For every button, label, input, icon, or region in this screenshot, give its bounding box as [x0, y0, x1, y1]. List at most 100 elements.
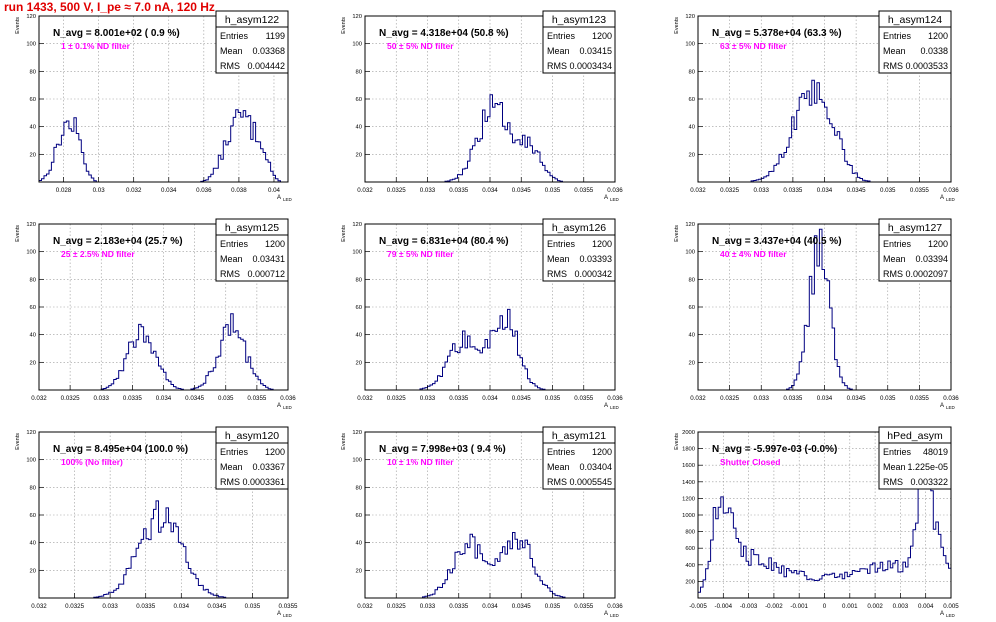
x-tick-label: 0.032	[31, 395, 47, 402]
stats-value-rms: 0.0002097	[905, 269, 948, 279]
stats-value-entries: 1200	[928, 31, 948, 41]
stats-key-rms: RMS	[883, 269, 903, 279]
stats-value-rms: 0.0005545	[569, 477, 612, 487]
stats-value-mean: 0.03404	[579, 462, 612, 472]
x-tick-label: 0.004	[918, 603, 934, 610]
x-tick-label: -0.005	[689, 603, 707, 610]
histogram-panel: 0.032 0.0325 0.033 0.0335 0.034 0.0345 0.035 0.…	[15, 218, 296, 410]
stats-key-entries: Entries	[883, 239, 912, 249]
x-tick-label: 0.035	[545, 187, 561, 194]
x-tick-label: 0.034	[817, 395, 833, 402]
stats-key-entries: Entries	[220, 239, 249, 249]
x-axis-label: A	[277, 611, 281, 617]
y-tick-label: 80	[356, 277, 362, 283]
x-tick-label: 0.0335	[449, 395, 468, 402]
stats-value-mean: 0.03415	[579, 46, 612, 56]
x-tick-label: 0.033	[420, 395, 436, 402]
x-tick-label: 0.0335	[783, 187, 802, 194]
stats-value-entries: 1200	[928, 239, 948, 249]
x-tick-label: 0.032	[357, 395, 373, 402]
histogram-name: h_asym126	[552, 222, 606, 234]
stats-value-rms: 0.003322	[910, 477, 948, 487]
x-tick-label: 0	[823, 603, 827, 610]
stats-key-entries: Entries	[547, 239, 576, 249]
x-tick-label: 0.033	[420, 603, 436, 610]
histogram-line	[39, 500, 288, 599]
x-tick-label: 0.002	[867, 603, 883, 610]
x-tick-label: -0.002	[765, 603, 783, 610]
x-tick-label: 0.04	[268, 187, 281, 194]
y-tick-label: 40	[30, 333, 36, 339]
x-tick-label: 0.033	[94, 395, 110, 402]
y-tick-label: 600	[685, 546, 695, 552]
histogram-line	[365, 94, 615, 183]
y-tick-label: 80	[30, 277, 36, 283]
filter-label: 50 ± 5% ND filter	[387, 41, 454, 51]
x-tick-label: 0.034	[156, 395, 172, 402]
x-tick-label: 0.0325	[387, 187, 406, 194]
stats-key-rms: RMS	[547, 477, 567, 487]
x-tick-label: 0.0355	[910, 187, 929, 194]
y-tick-label: 400	[685, 563, 695, 569]
y-axis-label: Events	[15, 225, 21, 242]
y-tick-label: 60	[30, 97, 36, 103]
x-tick-label: 0.0325	[720, 187, 739, 194]
stats-value-mean: 0.03394	[915, 254, 948, 264]
stats-box	[215, 218, 289, 282]
x-tick-label: 0.033	[754, 395, 770, 402]
x-tick-label: 0.0345	[512, 603, 531, 610]
x-tick-label: 0.0325	[720, 395, 739, 402]
x-tick-label: 0.0335	[783, 395, 802, 402]
stats-value-entries: 1200	[592, 239, 612, 249]
y-tick-label: 100	[26, 42, 36, 48]
navg-label: N_avg = 5.378e+04 (63.3 %)	[712, 28, 842, 39]
y-tick-label: 100	[352, 458, 362, 464]
histogram-name: h_asym122	[225, 14, 279, 26]
x-tick-label: 0.036	[943, 395, 959, 402]
histogram-panel: 0.028 0.03 0.032 0.034 0.036 0.038 0.04 20 40 60 8…	[15, 10, 293, 202]
navg-label: N_avg = 4.318e+04 (50.8 %)	[379, 28, 509, 39]
stats-key-mean: Mean	[547, 462, 570, 472]
y-axis-label: Events	[674, 433, 680, 450]
y-tick-label: 20	[356, 152, 362, 158]
x-tick-label: 0.0355	[574, 187, 593, 194]
x-tick-label: 0.036	[607, 395, 623, 402]
x-axis-label-sub: LED	[610, 405, 620, 410]
navg-label: N_avg = 8.495e+04 (100.0 %)	[53, 444, 188, 455]
x-axis-label: A	[940, 403, 944, 409]
y-tick-label: 40	[30, 541, 36, 547]
y-tick-label: 20	[689, 360, 695, 366]
y-axis-label: Events	[15, 433, 21, 450]
stats-box	[878, 426, 952, 490]
filter-label: 25 ± 2.5% ND filter	[61, 249, 135, 259]
stats-key-mean: Mean	[547, 46, 570, 56]
y-tick-label: 120	[26, 430, 36, 436]
stats-key-rms: RMS	[220, 477, 240, 487]
stats-value-mean: 0.03368	[252, 46, 285, 56]
y-tick-label: 120	[352, 222, 362, 228]
x-tick-label: 0.0335	[449, 187, 468, 194]
x-tick-label: 0.03	[93, 187, 106, 194]
x-tick-label: 0.0325	[61, 395, 80, 402]
x-tick-label: 0.0355	[247, 395, 266, 402]
x-tick-label: 0.0355	[279, 603, 298, 610]
stats-key-entries: Entries	[220, 447, 249, 457]
stats-value-mean: 1.225e-05	[907, 462, 948, 472]
stats-key-mean: Mean	[883, 462, 906, 472]
navg-label: N_avg = 6.831e+04 (80.4 %)	[379, 236, 509, 247]
y-tick-label: 60	[356, 305, 362, 311]
y-tick-label: 20	[30, 360, 36, 366]
stats-value-mean: 0.03367	[252, 462, 285, 472]
histogram-name: h_asym120	[225, 430, 279, 442]
filter-label: 40 ± 4% ND filter	[720, 249, 787, 259]
navg-label: N_avg = 7.998e+03 ( 9.4 %)	[379, 444, 506, 455]
stats-key-entries: Entries	[547, 447, 576, 457]
y-tick-label: 80	[689, 277, 695, 283]
run-title: run 1433, 500 V, I_pe ≈ 7.0 nA, 120 Hz	[4, 0, 215, 14]
filter-label: 1 ± 0.1% ND filter	[61, 41, 131, 51]
filter-label: 79 ± 5% ND filter	[387, 249, 454, 259]
x-tick-label: 0.032	[357, 187, 373, 194]
stats-value-mean: 0.03431	[252, 254, 285, 264]
histogram-name: h_asym125	[225, 222, 279, 234]
